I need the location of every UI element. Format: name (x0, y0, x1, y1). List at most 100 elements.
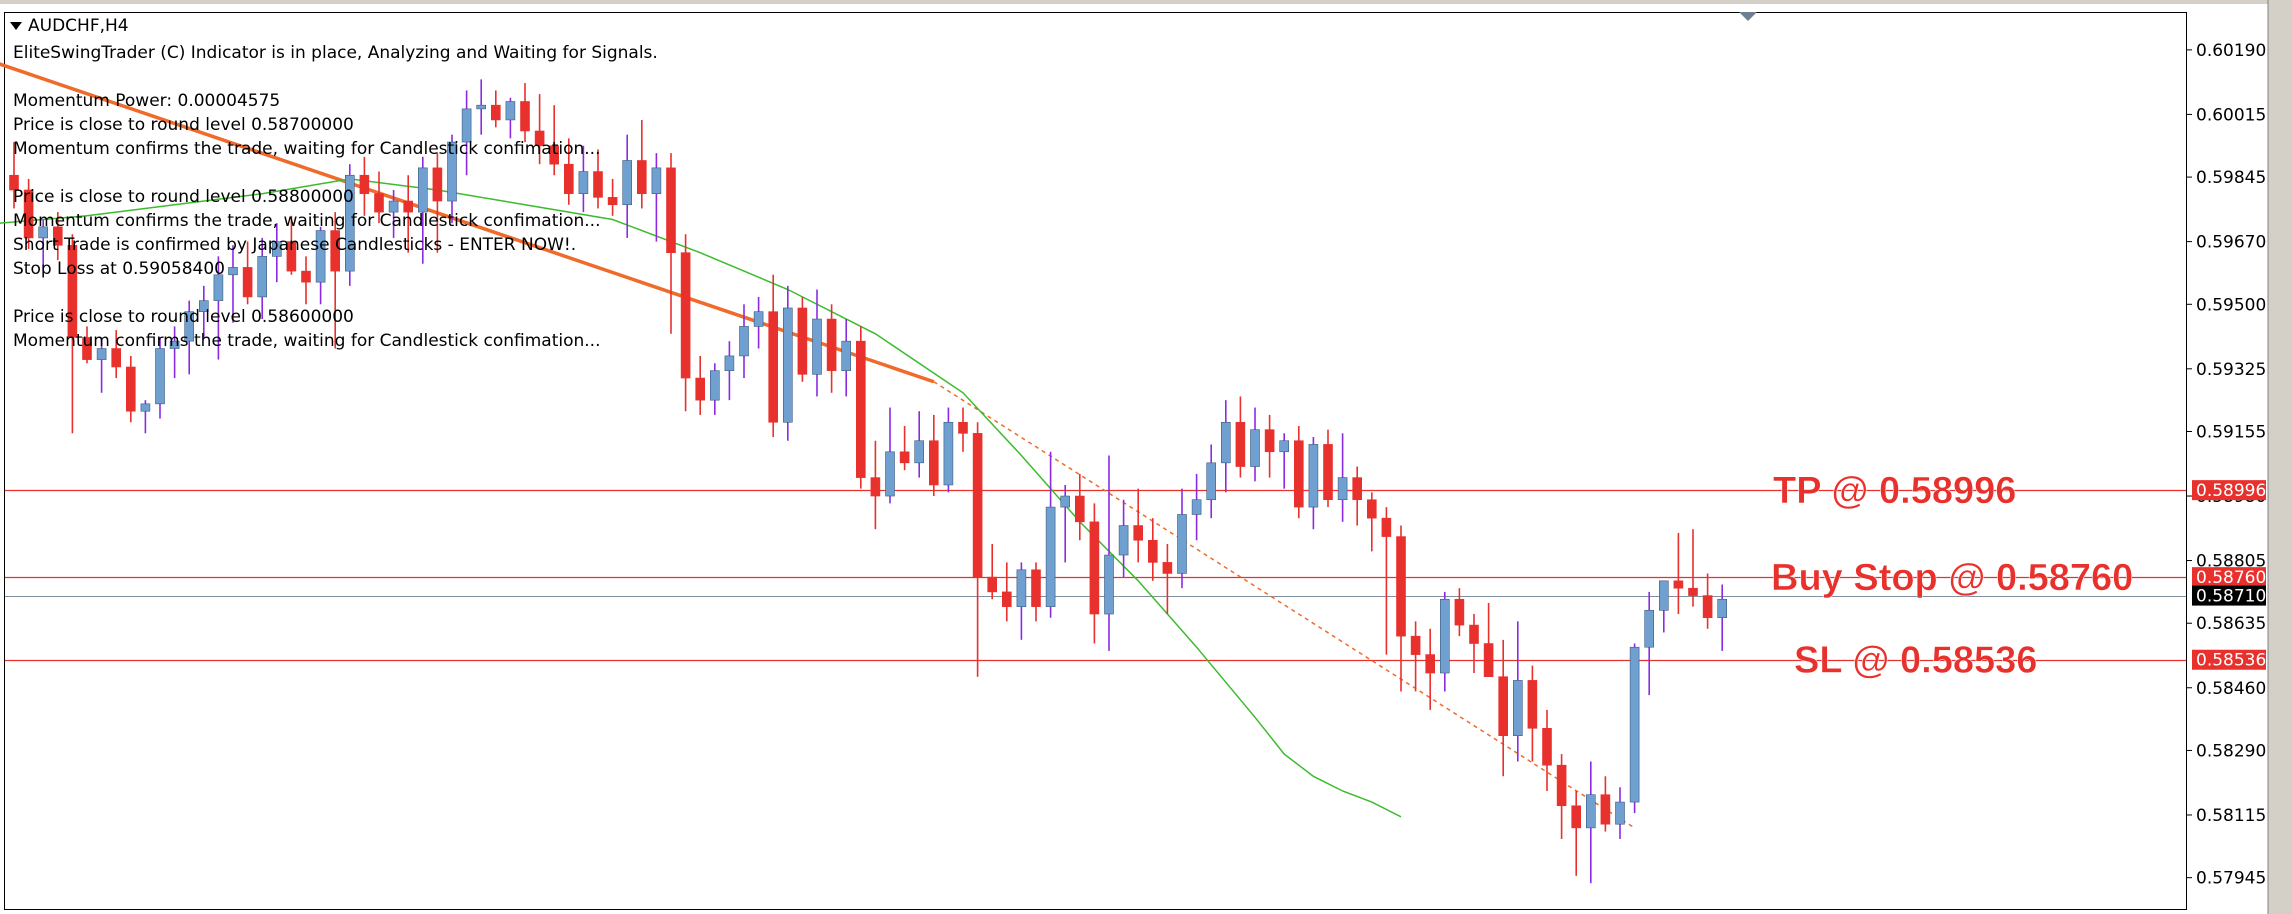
y-tick-label: 0.58460 (2196, 679, 2266, 699)
candle-body (797, 307, 808, 375)
indicator-message: Price is close to round level 0.58600000 (13, 307, 354, 327)
candle (1600, 776, 1611, 832)
candle-body (1600, 794, 1611, 825)
candle-body (695, 377, 706, 401)
candle-body (432, 167, 443, 202)
candle (169, 326, 180, 379)
candle (23, 178, 34, 249)
candle-body (505, 101, 516, 121)
candle-body (739, 326, 749, 357)
trendline-solid[interactable] (0, 9, 935, 384)
candle-body (447, 141, 457, 202)
candle-body (1001, 591, 1012, 607)
candle (490, 90, 501, 128)
candle-body (987, 576, 998, 593)
candle (52, 212, 63, 261)
candle (1410, 621, 1421, 692)
candle-body (724, 355, 735, 371)
candle-body (228, 267, 238, 276)
y-tick-label: 0.60190 (2196, 41, 2266, 61)
candle (782, 285, 793, 441)
y-tick-label: 0.59325 (2196, 360, 2266, 380)
indicator-message: Stop Loss at 0.59058400 (13, 259, 225, 279)
candle (184, 300, 194, 375)
candle-body (315, 230, 326, 283)
candle-body (578, 171, 589, 194)
candle-body (1381, 517, 1392, 537)
candle-body (1104, 554, 1114, 615)
candle (9, 142, 19, 209)
candle-body (1513, 680, 1523, 736)
candle (1513, 621, 1523, 762)
candle (271, 223, 282, 283)
candle-body (520, 101, 530, 132)
candle (1483, 602, 1494, 678)
candle-body (184, 311, 194, 342)
candle-body (96, 348, 107, 360)
candle (753, 296, 764, 349)
candle-body (490, 104, 501, 121)
candle-body (23, 189, 34, 239)
candle (1133, 488, 1143, 563)
candle (1629, 643, 1640, 814)
indicator-message: EliteSwingTrader (C) Indicator is in pla… (13, 43, 658, 63)
candle (155, 337, 165, 419)
candle (797, 296, 808, 382)
candle-body (593, 171, 603, 198)
candle-body (782, 307, 793, 423)
candle-body (1264, 429, 1275, 453)
candle-body (651, 167, 662, 194)
candle (447, 134, 457, 224)
candle-body (271, 241, 282, 257)
candle (1352, 466, 1362, 526)
chart-shift-marker-icon[interactable] (1739, 12, 1757, 21)
candle-body (753, 311, 764, 327)
candle-body (199, 300, 209, 312)
candle (1688, 529, 1698, 607)
candle-body (943, 421, 954, 486)
candle (1191, 473, 1202, 541)
candle (1118, 499, 1129, 578)
plot-frame (4, 12, 2187, 910)
candle-body (1352, 477, 1362, 501)
tp-label: TP @ 0.58996 (1773, 470, 2016, 512)
candle-body (1498, 676, 1508, 736)
candle (374, 171, 384, 224)
candle-body (1527, 680, 1538, 729)
candle (1381, 507, 1392, 655)
candle (199, 285, 209, 338)
candle (899, 425, 910, 471)
candle-body (403, 200, 414, 213)
buy-stop-price-tag-label: 0.58760 (2196, 568, 2266, 588)
candle-body (1250, 429, 1260, 467)
candle (1498, 639, 1508, 777)
candle-body (870, 477, 881, 497)
candle-body (709, 370, 720, 401)
candle-body (1323, 444, 1333, 501)
candle-body (855, 340, 866, 478)
candle-body (476, 104, 487, 110)
candle-body (534, 130, 545, 147)
candle-body (914, 440, 925, 464)
candle-body (885, 451, 895, 497)
window-right-edge (2268, 0, 2292, 914)
candle (111, 330, 121, 379)
candle (82, 326, 92, 364)
candle-body (1308, 444, 1319, 508)
candle (695, 355, 706, 415)
candle (520, 83, 530, 143)
symbol-dropdown-arrow-icon[interactable] (10, 22, 22, 30)
candle (1673, 532, 1684, 615)
candle (344, 164, 355, 286)
tp-price-tag-label: 0.58996 (2196, 481, 2266, 501)
candle (126, 355, 136, 423)
candle (812, 289, 822, 397)
candle (885, 407, 895, 504)
candle (1045, 451, 1056, 618)
candle-body (1075, 495, 1085, 523)
candle-body (1571, 805, 1581, 829)
candle-body (1702, 595, 1713, 619)
